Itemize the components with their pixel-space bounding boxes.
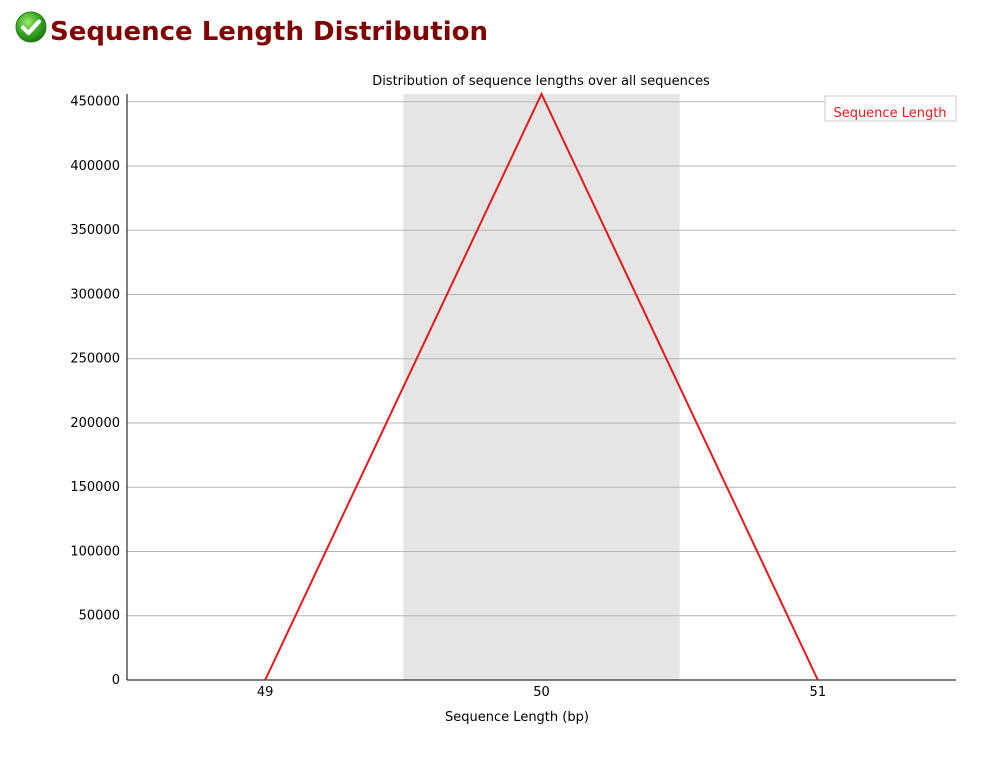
highlight-band [403,94,680,680]
check-circle-icon [15,11,47,43]
x-tick-label: 49 [257,685,274,700]
x-tick-label: 51 [810,685,827,700]
x-tick-label: 50 [533,685,550,700]
legend-box [824,95,957,122]
y-tick-label: 100000 [70,544,120,559]
y-tick-label: 400000 [70,159,120,174]
legend-item-sequence-length: Sequence Length [833,106,946,121]
x-tick-labels: 49 50 51 [257,685,826,700]
y-tick-label: 50000 [79,609,120,624]
page-title: Sequence Length Distribution [50,17,489,47]
module-header: Sequence Length Distribution [14,8,488,56]
y-tick-label: 350000 [70,223,120,238]
legend: Sequence Length [824,95,957,122]
y-tick-labels: 0 50000 100000 150000 200000 250000 300000 3500… [70,95,120,688]
grid-lines [127,101,956,617]
y-tick-label: 450000 [70,95,120,110]
series-lines [264,91,819,681]
y-tick-label: 300000 [70,287,120,302]
y-tick-label: 200000 [70,416,120,431]
y-tick-label: 150000 [70,480,120,495]
x-axis-label: Sequence Length (bp) [445,710,589,725]
y-tick-label: 0 [112,673,120,688]
chart-title: Distribution of sequence lengths over al… [372,74,710,89]
y-tick-label: 250000 [70,352,120,367]
